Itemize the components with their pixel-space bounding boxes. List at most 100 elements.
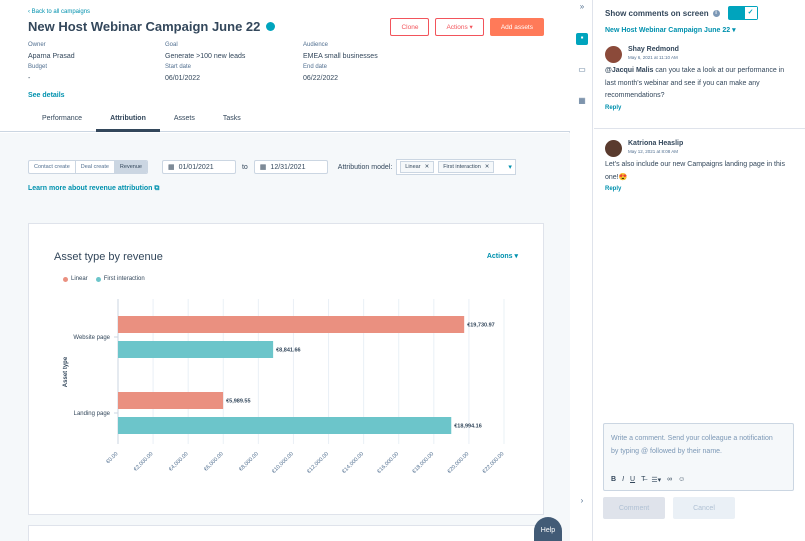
comment-divider [594, 128, 805, 129]
chip-linear-label: Linear [405, 164, 421, 170]
reply-link[interactable]: Reply [605, 186, 622, 192]
show-comments-toggle[interactable]: ✓ [727, 6, 758, 20]
remove-linear-icon[interactable]: ✕ [424, 164, 430, 170]
segment-deal-create[interactable]: Deal create [76, 161, 115, 173]
comment-button[interactable]: Comment [603, 497, 665, 519]
italic-icon[interactable]: I [622, 476, 625, 483]
bar-value-label: €19,730.97 [467, 323, 495, 329]
bold-icon[interactable]: B [611, 476, 617, 483]
comments-icon[interactable]: ▪ [576, 33, 588, 45]
x-tick-label: €8,000.00 [238, 451, 260, 473]
budget-label: Budget [28, 64, 48, 70]
tab-attribution[interactable]: Attribution [96, 112, 160, 132]
reply-link[interactable]: Reply [605, 104, 622, 111]
goal-value: Generate >100 new leads [165, 53, 246, 60]
side-rail: » ▪ ▭ ▦ › [571, 0, 593, 541]
end-date-input[interactable]: ▦ 12/31/2021 [253, 160, 328, 174]
page-title: New Host Webinar Campaign June 22 [28, 19, 261, 34]
bar-value-label: €8,841.66 [276, 348, 300, 354]
end-date-text: 12/31/2021 [270, 163, 306, 171]
emoji-icon[interactable]: ☺ [678, 476, 686, 483]
x-tick-label: €2,000.00 [133, 451, 155, 473]
tab-performance[interactable]: Performance [42, 115, 83, 122]
add-assets-button[interactable]: Add assets [489, 18, 544, 36]
start-date-label: Start date [165, 64, 192, 70]
check-icon: ✓ [744, 7, 757, 19]
campaign-tabs: Performance Attribution Assets Tasks [28, 112, 255, 132]
goal-start-block: Goal Generate >100 new leads Start date … [165, 40, 245, 84]
comment-header: Shay Redmond May 6, 2021 at 11:10 AM [605, 46, 794, 63]
info-icon: i [712, 9, 720, 17]
clone-button[interactable]: Clone [390, 18, 430, 36]
x-tick-label: €10,000.00 [271, 451, 295, 475]
attribution-type-toggle: Contact create Deal create Revenue [28, 160, 148, 174]
underline-icon[interactable]: U [630, 476, 636, 483]
legend-item-first-interaction: First interaction [95, 276, 145, 282]
comment-item: Katriona Heaslip May 12, 2021 at 8:08 AM… [594, 140, 805, 192]
show-comments-row: Show comments on screen i ✓ [605, 6, 758, 20]
calendar-icon: ▦ [259, 164, 267, 171]
comment-body: @Jacqui Malis can you take a look at our… [605, 65, 794, 103]
legend-dot-linear [63, 276, 68, 282]
audience-end-block: Audience EMEA small businesses End date … [303, 40, 378, 84]
learn-more-link[interactable]: Learn more about revenue attribution ⧉ [28, 185, 159, 193]
chart-actions-button[interactable]: Actions ▾ [486, 253, 518, 260]
attribution-model-select[interactable]: Linear ✕ First interaction ✕ ▾ [396, 159, 516, 175]
tab-assets[interactable]: Assets [173, 115, 195, 122]
x-tick-label: €20,000.00 [447, 451, 471, 475]
chart-card: Asset type by revenue Actions ▾ Linear F… [28, 223, 544, 515]
bar-first-interaction [118, 417, 452, 434]
x-tick-label: €6,000.00 [203, 451, 225, 473]
see-details-link[interactable]: See details [28, 92, 65, 99]
bar-first-interaction [118, 341, 274, 358]
remove-first-interaction-icon[interactable]: ✕ [484, 164, 490, 170]
comment-date: May 6, 2021 at 11:10 AM [628, 55, 678, 60]
comment-composer[interactable]: Write a comment. Send your colleague a n… [603, 423, 794, 491]
y-axis-label: Asset type [63, 356, 69, 387]
back-to-campaigns-link[interactable]: ‹ Back to all campaigns [28, 9, 91, 15]
filters-bar: Contact create Deal create Revenue ▦ 01/… [28, 159, 516, 175]
comment-item: Shay Redmond May 6, 2021 at 11:10 AM @Ja… [594, 46, 805, 111]
list-icon[interactable]: ☰▾ [651, 477, 662, 484]
chip-first-interaction-label: First interaction [443, 164, 481, 170]
comment-mention[interactable]: @Jacqui Malis [605, 67, 654, 74]
campaign-header: ‹ Back to all campaigns New Host Webinar… [0, 0, 570, 132]
start-date-text: 01/01/2021 [178, 163, 214, 171]
legend-item-linear: Linear [63, 276, 88, 282]
cancel-button[interactable]: Cancel [673, 497, 735, 519]
chart-title: Asset type by revenue [54, 251, 163, 263]
collapse-panel-icon[interactable]: » [579, 2, 585, 11]
campaign-select-link[interactable]: New Host Webinar Campaign June 22 ▾ [605, 27, 736, 34]
segment-contact-create[interactable]: Contact create [29, 161, 76, 173]
x-tick-label: €0.00 [105, 451, 119, 465]
comment-author: Shay Redmond [628, 46, 679, 53]
comment-input-placeholder: Write a comment. Send your colleague a n… [611, 435, 773, 455]
segment-revenue[interactable]: Revenue [114, 161, 147, 173]
calendar-view-icon[interactable]: ▭ [578, 65, 586, 74]
tab-tasks[interactable]: Tasks [222, 115, 241, 122]
x-tick-label: €18,000.00 [412, 451, 436, 475]
bar-value-label: €5,989.55 [226, 399, 250, 405]
help-button[interactable]: Help [534, 517, 562, 541]
avatar [605, 46, 622, 63]
audience-value: EMEA small businesses [303, 53, 378, 60]
formatting-toolbar: B I U T̶ ☰▾ ∞ ☺ [611, 476, 685, 484]
clear-format-icon[interactable]: T̶ [641, 476, 646, 483]
x-tick-label: €12,000.00 [306, 451, 330, 475]
actions-dropdown-button[interactable]: Actions ▾ [435, 18, 484, 36]
start-date-input[interactable]: ▦ 01/01/2021 [161, 160, 236, 174]
chevron-right-icon[interactable]: › [580, 496, 584, 505]
schedule-icon[interactable]: ▦ [578, 96, 586, 105]
chevron-down-icon[interactable]: ▾ [508, 164, 512, 171]
owner-budget-block: Owner Aparna Prasad Budget - [28, 40, 75, 84]
secondary-card [28, 525, 544, 541]
link-icon[interactable]: ∞ [667, 476, 673, 483]
chip-linear: Linear ✕ [400, 161, 435, 173]
legend-dot-first-interaction [95, 276, 101, 282]
attribution-model-label: Attribution model: [337, 163, 393, 171]
owner-label: Owner [28, 42, 46, 48]
x-tick-label: €4,000.00 [168, 451, 190, 473]
campaign-color-dot [266, 22, 276, 31]
avatar [605, 140, 622, 157]
comment-body: Let's also include our new Campaigns lan… [605, 161, 785, 181]
